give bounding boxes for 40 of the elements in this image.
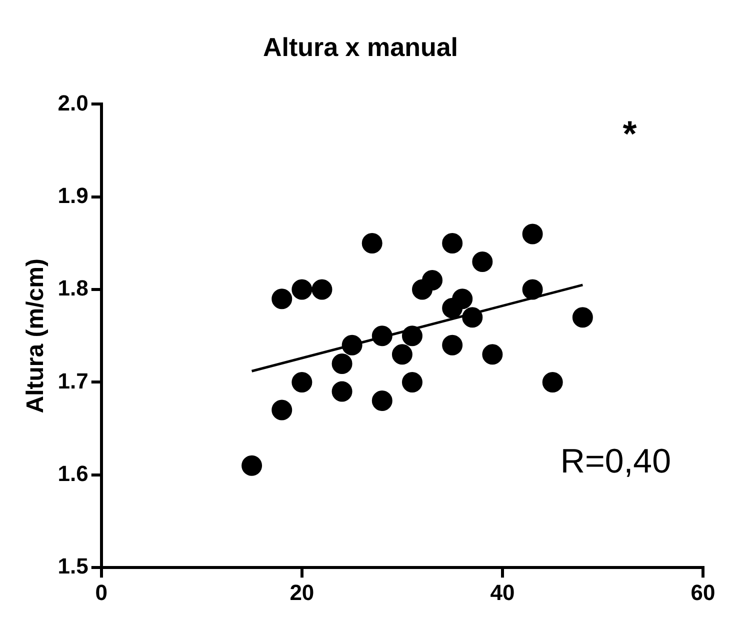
point — [482, 344, 503, 365]
y-tick-label: 1.7 — [58, 368, 88, 394]
y-tick-label: 2.0 — [58, 90, 88, 116]
point — [442, 334, 463, 356]
point — [402, 372, 422, 392]
y-axis-title: Altura (m/cm) — [22, 258, 50, 414]
point — [332, 381, 352, 402]
point — [362, 232, 382, 254]
y-tick-label: 1.8 — [58, 276, 88, 301]
point — [292, 279, 312, 300]
point — [462, 307, 483, 328]
point — [452, 288, 473, 310]
point — [242, 455, 262, 476]
point — [372, 390, 392, 412]
point — [572, 307, 593, 328]
point — [332, 353, 352, 374]
point — [312, 279, 332, 300]
point — [542, 372, 563, 392]
point — [402, 326, 422, 346]
chart-title: Altura x manual — [262, 32, 458, 62]
point — [392, 344, 412, 365]
x-tick-label: 60 — [690, 580, 716, 605]
point — [472, 252, 493, 272]
point — [442, 232, 463, 254]
x-tick-label: 0 — [95, 580, 108, 605]
point — [342, 334, 362, 356]
y-tick-label: 1.5 — [58, 554, 88, 579]
point — [522, 224, 543, 244]
annotation: R=0,40 — [560, 442, 671, 481]
x-tick-label: 40 — [490, 580, 515, 605]
point — [272, 400, 292, 420]
point — [372, 326, 392, 346]
x-tick-label: 20 — [290, 580, 314, 605]
point — [292, 372, 312, 392]
y-tick-label: 1.9 — [58, 182, 88, 208]
point — [272, 288, 292, 310]
point — [522, 279, 543, 300]
point — [422, 270, 443, 291]
y-tick-label: 1.6 — [58, 460, 88, 486]
annotation: * — [622, 113, 637, 154]
